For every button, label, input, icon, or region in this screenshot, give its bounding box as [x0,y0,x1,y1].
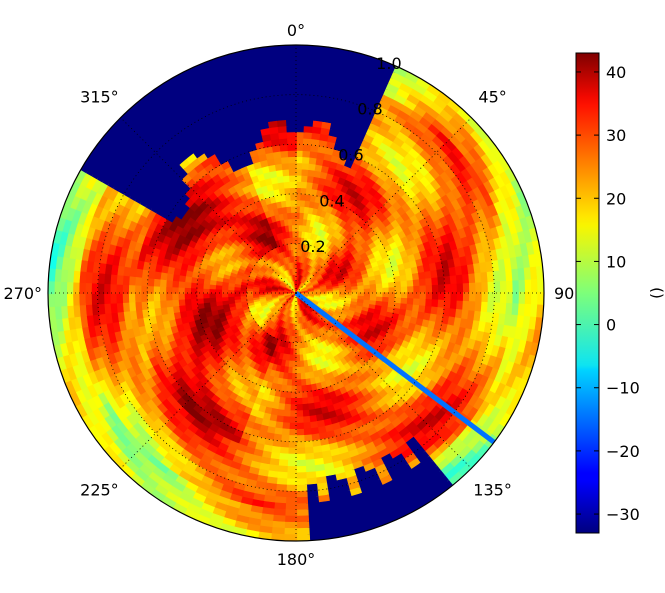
angular-tick-label: 225° [80,481,119,500]
heatmap-cell [295,448,305,455]
angular-tick-label: 0° [287,21,305,40]
heatmap-cell [289,169,296,176]
colorbar-tick-label: −30 [606,505,640,524]
heatmap-cell [295,274,296,281]
heatmap-cell [288,144,297,151]
heatmap-cell [451,284,458,294]
heatmap-cell [110,292,117,303]
heatmap-cell [290,181,297,188]
heatmap-cell [295,460,305,467]
heatmap-cell [295,473,306,480]
angular-tick-label: 315° [80,87,119,106]
colorbar-gradient [576,53,599,533]
colorbar-tick-label: −20 [606,442,640,461]
heatmap-cell [288,156,296,163]
heatmap-cell [295,442,304,449]
heatmap-cell [134,292,141,302]
heatmap-cell [287,131,297,138]
radial-tick-label: 1.0 [376,54,401,73]
heatmap-cell [141,292,148,301]
heatmap-cell [289,175,296,182]
radial-tick-label: 0.8 [357,100,382,119]
heatmap-cell [288,150,296,157]
colorbar-tick-label: 40 [606,63,626,82]
heatmap-cell [287,138,296,145]
heatmap-cell [295,454,305,461]
colorbar-tick-label: 20 [606,189,626,208]
angular-tick-label: 135° [473,481,512,500]
heatmap-cell [116,292,123,303]
colorbar-tick-label: −10 [606,379,640,398]
heatmap-cell [291,200,297,207]
heatmap-cell [463,283,470,293]
heatmap-cell [128,292,135,302]
heatmap-cell [476,283,483,294]
heatmap-cell [445,284,452,293]
angular-tick-label: 180° [277,550,316,569]
heatmap-cell [286,119,296,126]
colorbar-tick-label: 30 [606,126,626,145]
heatmap-cell [290,187,296,194]
heatmap-cell [289,162,297,169]
heatmap-cell [292,218,296,225]
heatmap-cell [469,283,476,294]
colorbar: −30 −20 −10 0 10 20 30 40 () [576,53,665,533]
heatmap-cell [457,284,464,294]
angular-tick-label: 45° [478,87,506,106]
radial-tick-label: 0.2 [300,237,325,256]
heatmap-cell [122,292,129,302]
heatmap-cell [291,206,296,213]
heatmap-cell [295,280,296,287]
heatmap-cell [287,125,297,132]
radial-tick-label: 0.6 [338,146,363,165]
heatmap-cell [286,113,297,120]
colorbar-tick-label: 10 [606,252,626,271]
angular-tick-label: 270° [3,284,42,303]
colorbar-tick-label: 0 [606,316,616,335]
heatmap-cell [291,212,296,219]
heatmap-cell [290,193,296,200]
colorbar-label: () [648,287,665,299]
radial-tick-label: 0.4 [319,191,344,210]
heatmap-cell [292,224,296,231]
heatmap-cell [286,107,297,114]
heatmap-cell [295,466,306,473]
angular-tick-label: 90 [554,284,574,303]
